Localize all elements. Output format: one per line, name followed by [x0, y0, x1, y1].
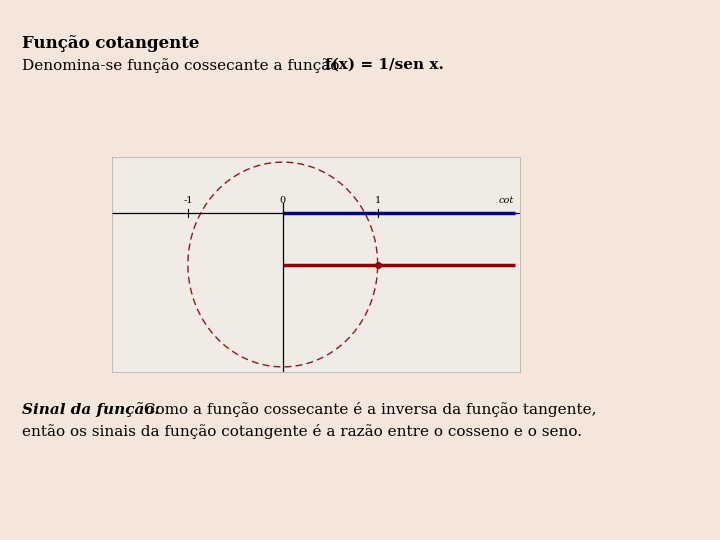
Text: f(x) = 1/sen x.: f(x) = 1/sen x. — [325, 58, 444, 72]
Text: Denomina-se função cossecante a função: Denomina-se função cossecante a função — [22, 58, 344, 73]
Text: -1: -1 — [183, 196, 193, 205]
Text: cot: cot — [498, 196, 513, 205]
Text: Função cotangente: Função cotangente — [22, 35, 199, 52]
Text: 1: 1 — [374, 196, 381, 205]
Text: 0: 0 — [280, 196, 286, 205]
Text: Como a função cossecante é a inversa da função tangente,: Como a função cossecante é a inversa da … — [139, 402, 596, 417]
Text: Sinal da função:: Sinal da função: — [22, 402, 160, 417]
Text: então os sinais da função cotangente é a razão entre o cosseno e o seno.: então os sinais da função cotangente é a… — [22, 424, 582, 439]
